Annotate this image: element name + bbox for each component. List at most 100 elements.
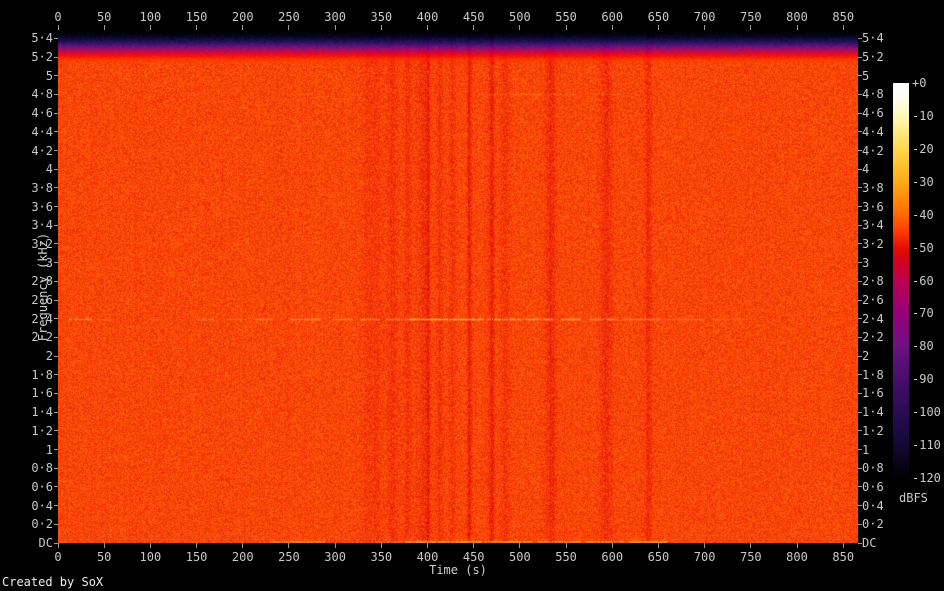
y-tick-mark [54,131,58,132]
y-tick-mark [858,505,862,506]
x-tick-mark [750,25,751,30]
y-tick-label: 0·6 [862,481,884,493]
x-tick-label: 750 [740,551,762,563]
y-tick-mark [858,393,862,394]
x-tick-label: 350 [370,11,392,23]
y-tick-label: 4 [0,163,53,175]
x-tick-label: 400 [417,551,439,563]
x-tick-label: 450 [463,551,485,563]
y-tick-label: 0·4 [0,500,53,512]
credit-text: Created by SoX [2,575,103,589]
x-tick-mark [843,543,844,548]
y-tick-mark [54,281,58,282]
y-tick-mark [54,169,58,170]
x-tick-mark [58,543,59,548]
y-tick-label: 5 [862,70,869,82]
x-tick-label: 650 [648,551,670,563]
sox-spectrogram-window: 0 50 100 150 200 250 300 350 400 450 500 550 600 650 7… [0,0,944,591]
x-tick-label: 550 [555,11,577,23]
y-tick-label: 1 [862,444,869,456]
y-tick-label: 0·6 [0,481,53,493]
x-tick-mark [104,543,105,548]
x-tick-mark [150,543,151,548]
y-tick-mark [858,225,862,226]
y-tick-label: 0·8 [0,462,53,474]
x-tick-mark [658,543,659,548]
y-tick-label: 5·4 [0,32,53,44]
x-tick-mark [335,25,336,30]
x-tick-label: 300 [324,11,346,23]
y-tick-mark [54,468,58,469]
y-tick-label: 2·6 [862,294,884,306]
colorbar-tick-label: -100 [912,406,941,418]
y-tick-mark [858,543,862,544]
x-tick-label: 650 [648,11,670,23]
y-tick-mark [858,187,862,188]
y-tick-mark [858,374,862,375]
y-tick-mark [54,57,58,58]
x-tick-label: 350 [370,551,392,563]
y-tick-mark [54,225,58,226]
y-tick-mark [858,524,862,525]
y-axis-title: Frequency (kHz) [36,177,50,397]
x-tick-mark [150,25,151,30]
x-tick-mark [658,25,659,30]
y-tick-label: DC [862,537,876,549]
y-tick-mark [54,262,58,263]
y-tick-label: 4 [862,163,869,175]
y-tick-label: 4·6 [0,107,53,119]
x-tick-mark [473,25,474,30]
x-tick-label: 500 [509,11,531,23]
x-tick-mark [473,543,474,548]
colorbar-tick-label: -30 [912,176,934,188]
y-tick-mark [858,449,862,450]
y-tick-mark [54,374,58,375]
y-tick-label: 1·4 [0,406,53,418]
x-tick-mark [566,543,567,548]
colorbar-tick-label: -70 [912,307,934,319]
y-tick-mark [858,318,862,319]
colorbar-gradient [893,83,909,478]
x-tick-label: 850 [832,551,854,563]
colorbar-tick-label: -50 [912,242,934,254]
x-tick-label: 600 [601,11,623,23]
y-tick-mark [54,300,58,301]
y-tick-label: 5 [0,70,53,82]
x-tick-label: 850 [832,11,854,23]
y-tick-label: 2·8 [862,275,884,287]
colorbar-tick-label: -80 [912,340,934,352]
y-tick-mark [858,262,862,263]
y-tick-mark [54,449,58,450]
y-tick-mark [858,75,862,76]
x-tick-mark [427,543,428,548]
y-tick-label: 1 [0,444,53,456]
x-tick-label: 200 [232,551,254,563]
colorbar-unit-label: dBFS [899,491,928,505]
y-tick-label: 3 [862,257,869,269]
y-tick-mark [858,94,862,95]
y-tick-label: 1·2 [862,425,884,437]
y-tick-label: 4·8 [0,88,53,100]
x-tick-label: 400 [417,11,439,23]
x-tick-label: 750 [740,11,762,23]
y-tick-label: 3·2 [862,238,884,250]
y-tick-mark [858,243,862,244]
y-tick-mark [858,150,862,151]
x-tick-label: 250 [278,11,300,23]
y-tick-label: 1·2 [0,425,53,437]
x-tick-label: 700 [694,551,716,563]
y-tick-mark [858,300,862,301]
colorbar-tick-label: -40 [912,209,934,221]
y-tick-mark [54,38,58,39]
colorbar-tick-label: +0 [912,77,926,89]
y-tick-mark [54,206,58,207]
y-tick-label: 4·4 [0,126,53,138]
x-tick-mark [519,543,520,548]
y-tick-mark [858,131,862,132]
y-tick-label: 5·4 [862,32,884,44]
y-tick-mark [54,393,58,394]
x-tick-mark [381,25,382,30]
y-tick-mark [54,412,58,413]
y-tick-label: 3·4 [862,219,884,231]
x-tick-mark [750,543,751,548]
